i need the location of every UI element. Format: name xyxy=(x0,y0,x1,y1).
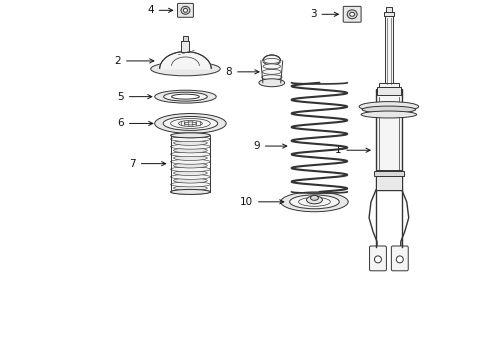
Ellipse shape xyxy=(171,133,210,138)
Ellipse shape xyxy=(173,156,207,161)
Ellipse shape xyxy=(263,64,280,69)
Polygon shape xyxy=(160,51,211,69)
Bar xyxy=(377,87,401,95)
Ellipse shape xyxy=(172,94,199,99)
Ellipse shape xyxy=(171,152,210,157)
Ellipse shape xyxy=(307,196,322,204)
Ellipse shape xyxy=(374,256,381,263)
Ellipse shape xyxy=(155,113,226,133)
Bar xyxy=(376,170,402,190)
Ellipse shape xyxy=(290,195,339,209)
Text: 7: 7 xyxy=(129,159,166,168)
Ellipse shape xyxy=(151,62,220,76)
Ellipse shape xyxy=(155,90,216,103)
FancyBboxPatch shape xyxy=(177,3,194,17)
Ellipse shape xyxy=(171,189,210,194)
Text: 8: 8 xyxy=(225,67,259,77)
Ellipse shape xyxy=(350,12,355,16)
Bar xyxy=(374,171,404,176)
Ellipse shape xyxy=(262,75,282,80)
Ellipse shape xyxy=(361,111,416,118)
Ellipse shape xyxy=(173,133,207,138)
Ellipse shape xyxy=(164,92,207,101)
FancyBboxPatch shape xyxy=(392,246,408,271)
Text: 3: 3 xyxy=(310,9,339,19)
Text: 9: 9 xyxy=(253,141,287,151)
Ellipse shape xyxy=(261,80,283,85)
Ellipse shape xyxy=(171,159,210,164)
Ellipse shape xyxy=(171,144,210,149)
Ellipse shape xyxy=(173,140,207,145)
Ellipse shape xyxy=(264,58,280,63)
Bar xyxy=(386,7,392,13)
Ellipse shape xyxy=(173,171,207,176)
Text: 1: 1 xyxy=(335,145,370,155)
FancyBboxPatch shape xyxy=(343,6,361,22)
Ellipse shape xyxy=(173,186,207,190)
Ellipse shape xyxy=(173,178,207,183)
Ellipse shape xyxy=(171,167,210,172)
FancyBboxPatch shape xyxy=(369,246,387,271)
Bar xyxy=(385,13,393,89)
Ellipse shape xyxy=(171,189,210,194)
Polygon shape xyxy=(263,55,281,61)
Text: 6: 6 xyxy=(117,118,153,129)
Ellipse shape xyxy=(362,106,416,113)
Text: 5: 5 xyxy=(117,92,152,102)
Text: 10: 10 xyxy=(240,197,284,207)
Ellipse shape xyxy=(171,174,210,179)
Bar xyxy=(183,36,188,41)
Ellipse shape xyxy=(173,148,207,153)
Ellipse shape xyxy=(262,69,281,74)
Bar xyxy=(181,41,190,52)
Ellipse shape xyxy=(311,195,319,201)
Ellipse shape xyxy=(163,117,218,130)
Ellipse shape xyxy=(281,192,348,212)
Ellipse shape xyxy=(171,182,210,187)
Ellipse shape xyxy=(181,6,190,14)
Ellipse shape xyxy=(183,8,188,12)
Bar xyxy=(379,83,399,87)
Text: 2: 2 xyxy=(114,56,154,66)
Ellipse shape xyxy=(171,137,210,141)
Ellipse shape xyxy=(259,79,285,87)
Ellipse shape xyxy=(263,57,281,65)
Ellipse shape xyxy=(359,102,418,112)
Text: 4: 4 xyxy=(147,5,172,15)
Bar xyxy=(384,12,394,16)
Ellipse shape xyxy=(396,256,403,263)
Ellipse shape xyxy=(173,163,207,168)
Bar xyxy=(376,89,402,190)
Ellipse shape xyxy=(347,10,357,19)
